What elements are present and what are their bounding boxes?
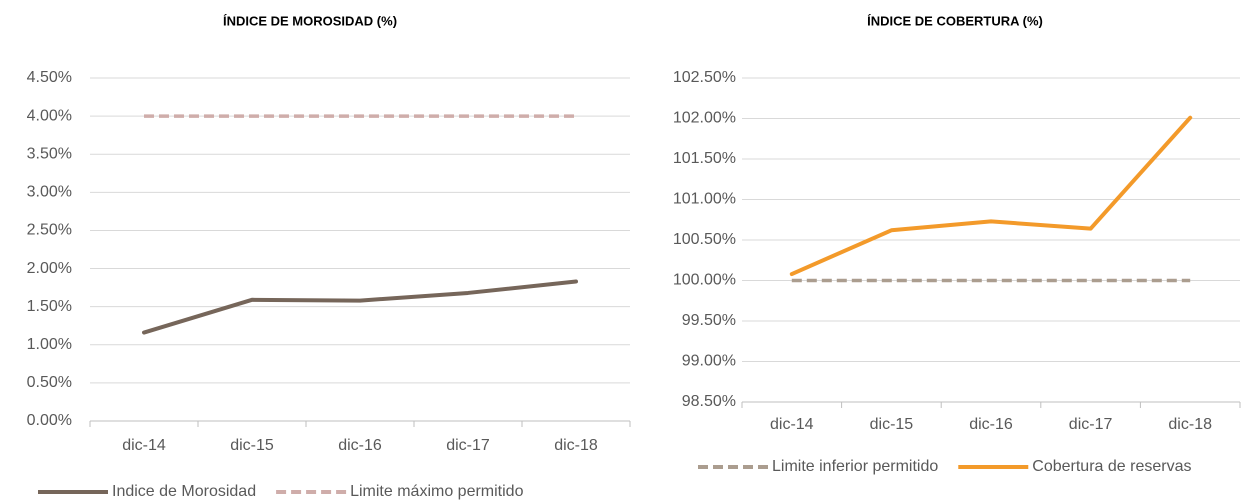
x-tick-label: dic-16 bbox=[338, 437, 382, 454]
y-tick-label: 99.50% bbox=[682, 312, 736, 329]
x-tick-label: dic-18 bbox=[1168, 416, 1212, 433]
y-tick-label: 100.50% bbox=[673, 231, 736, 248]
y-tick-label: 4.00% bbox=[27, 107, 72, 124]
legend-label: Indice de Morosidad bbox=[112, 483, 256, 500]
y-tick-label: 4.50% bbox=[27, 69, 72, 86]
legend-label: Limite inferior permitido bbox=[772, 458, 938, 475]
x-tick-label: dic-15 bbox=[230, 437, 274, 454]
y-tick-label: 0.50% bbox=[27, 374, 72, 391]
y-tick-label: 99.00% bbox=[682, 353, 736, 370]
chart-title: ÍNDICE DE COBERTURA (%) bbox=[867, 13, 1043, 28]
x-tick-label: dic-18 bbox=[554, 437, 598, 454]
y-tick-label: 98.50% bbox=[682, 393, 736, 410]
y-tick-label: 101.50% bbox=[673, 150, 736, 167]
series-line bbox=[142, 279, 578, 335]
x-tick-label: dic-16 bbox=[969, 416, 1013, 433]
y-tick-label: 3.50% bbox=[27, 145, 72, 162]
y-tick-label: 102.50% bbox=[673, 69, 736, 86]
x-tick-label: dic-14 bbox=[122, 437, 166, 454]
x-tick-label: dic-17 bbox=[1069, 416, 1113, 433]
y-tick-label: 102.00% bbox=[673, 110, 736, 127]
legend-label: Cobertura de reservas bbox=[1032, 458, 1191, 475]
x-tick-label: dic-15 bbox=[870, 416, 914, 433]
y-tick-label: 1.00% bbox=[27, 336, 72, 353]
y-tick-label: 100.00% bbox=[673, 272, 736, 289]
legend-label: Limite máximo permitido bbox=[350, 483, 523, 500]
x-tick-label: dic-14 bbox=[770, 416, 814, 433]
series-line bbox=[789, 115, 1193, 277]
chart-title: ÍNDICE DE MOROSIDAD (%) bbox=[223, 13, 397, 28]
y-tick-label: 2.50% bbox=[27, 222, 72, 239]
x-tick-label: dic-17 bbox=[446, 437, 490, 454]
y-tick-label: 2.00% bbox=[27, 260, 72, 277]
y-tick-label: 1.50% bbox=[27, 298, 72, 315]
y-tick-label: 3.00% bbox=[27, 184, 72, 201]
y-tick-label: 101.00% bbox=[673, 191, 736, 208]
y-tick-label: 0.00% bbox=[27, 412, 72, 429]
